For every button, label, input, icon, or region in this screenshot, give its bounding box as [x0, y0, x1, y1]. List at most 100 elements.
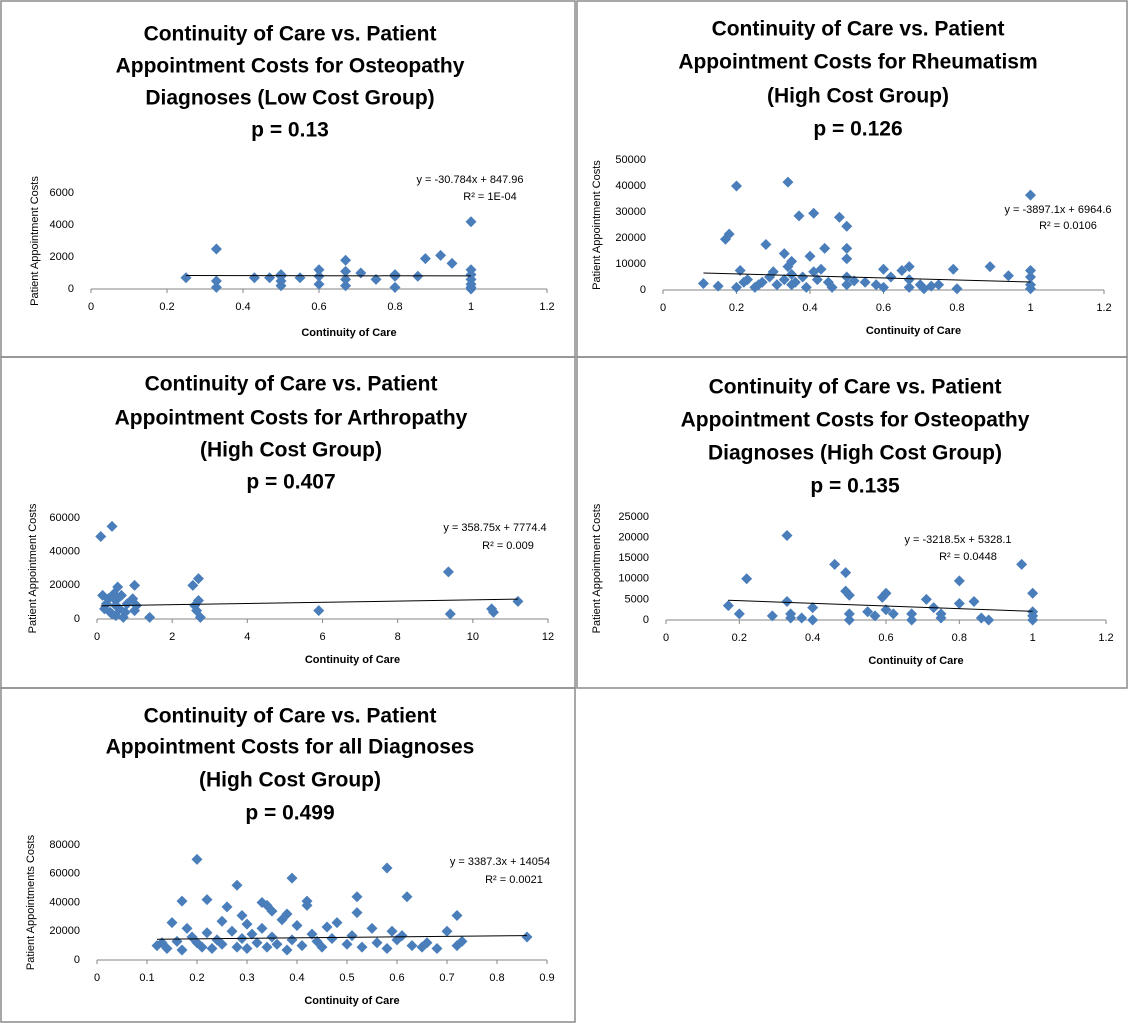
- data-point: [371, 937, 383, 949]
- y-tick-label: 25000: [618, 511, 649, 523]
- data-point: [340, 273, 352, 285]
- data-point: [841, 242, 853, 254]
- data-point: [781, 595, 793, 607]
- x-axis-title: Continuity of Care: [868, 655, 963, 667]
- data-point: [144, 611, 156, 623]
- x-tick-label: 0.4: [802, 302, 817, 314]
- data-point: [106, 520, 118, 532]
- x-axis-title: Continuity of Care: [305, 654, 400, 666]
- data-point: [226, 925, 238, 937]
- data-point: [286, 872, 298, 884]
- chart-title: Continuity of Care vs. Patient: [712, 18, 1005, 41]
- data-point: [880, 587, 892, 599]
- data-point: [843, 614, 855, 626]
- data-point: [271, 938, 283, 950]
- data-point: [441, 925, 453, 937]
- data-point: [196, 941, 208, 953]
- data-point: [171, 935, 183, 947]
- y-tick-label: 30000: [615, 206, 646, 218]
- y-axis-title: Patient Appointment Costs: [591, 160, 603, 290]
- trendline: [100, 598, 518, 607]
- y-tick-label: 60000: [49, 868, 80, 880]
- data-point: [264, 272, 276, 284]
- data-point: [370, 273, 382, 285]
- data-point: [456, 935, 468, 947]
- chart-title: (High Cost Group): [199, 769, 381, 792]
- x-axis-title: Continuity of Care: [304, 995, 399, 1007]
- chart-title: Diagnoses (High Cost Group): [708, 442, 1002, 465]
- data-point: [731, 281, 742, 293]
- data-point: [521, 931, 533, 943]
- data-point: [275, 280, 287, 292]
- data-point: [819, 242, 831, 254]
- data-point: [887, 608, 899, 620]
- data-point: [236, 909, 248, 921]
- data-point: [800, 281, 812, 293]
- data-point: [355, 267, 367, 279]
- data-point: [401, 891, 413, 903]
- data-point: [796, 612, 808, 624]
- x-tick-label: 0: [663, 632, 669, 644]
- data-point: [241, 918, 253, 930]
- y-tick-label: 40000: [615, 180, 646, 192]
- y-tick-label: 80000: [49, 839, 80, 851]
- data-point: [419, 253, 431, 265]
- data-point: [906, 614, 918, 626]
- data-point: [786, 255, 798, 267]
- data-point: [833, 211, 845, 223]
- data-point: [488, 606, 500, 618]
- data-point: [442, 566, 454, 578]
- chart-title: Appointment Costs for all Diagnoses: [106, 736, 475, 759]
- trendline-equation: y = -3218.5x + 5328.1: [904, 534, 1011, 546]
- x-tick-label: 12: [542, 631, 554, 643]
- data-point: [326, 932, 338, 944]
- x-tick-label: 0.7: [439, 972, 454, 984]
- y-tick-label: 20000: [49, 579, 80, 591]
- chart-title: p = 0.407: [246, 471, 335, 494]
- data-point: [389, 269, 401, 281]
- data-point: [396, 930, 408, 942]
- data-point: [880, 604, 892, 616]
- data-point: [281, 944, 293, 956]
- data-point: [294, 272, 306, 284]
- y-tick-label: 0: [68, 283, 74, 295]
- data-point: [381, 943, 393, 954]
- x-tick-label: 0: [660, 302, 666, 314]
- data-point: [1025, 271, 1036, 283]
- x-tick-label: 0.6: [878, 632, 893, 644]
- data-point: [862, 606, 874, 618]
- data-point: [210, 243, 222, 255]
- data-point: [903, 274, 915, 286]
- x-tick-label: 1: [1027, 302, 1033, 314]
- y-tick-label: 10000: [615, 258, 646, 270]
- data-point: [421, 937, 433, 949]
- data-point: [386, 925, 398, 937]
- chart-title: Diagnoses (Low Cost Group): [145, 87, 434, 110]
- chart-title: Appointment Costs for Osteopathy: [116, 55, 465, 78]
- trendline-equation: y = 3387.3x + 14054: [450, 856, 550, 868]
- data-point: [742, 274, 754, 286]
- y-tick-label: 0: [643, 614, 649, 626]
- y-tick-label: 15000: [618, 552, 649, 564]
- x-tick-label: 1: [468, 301, 474, 313]
- x-tick-label: 4: [244, 631, 250, 643]
- chart-title: Continuity of Care vs. Patient: [145, 373, 438, 396]
- panel-border: [0, 687, 576, 1023]
- data-point: [446, 257, 458, 269]
- data-point: [351, 891, 363, 903]
- data-point: [201, 894, 213, 906]
- x-tick-label: 0: [88, 301, 94, 313]
- data-point: [793, 210, 805, 222]
- data-point: [194, 611, 206, 623]
- y-tick-label: 0: [74, 613, 80, 625]
- x-tick-label: 6: [319, 631, 325, 643]
- data-point: [741, 573, 753, 585]
- y-tick-label: 10000: [618, 573, 649, 585]
- chart-title: p = 0.126: [813, 118, 902, 141]
- data-point: [841, 279, 853, 291]
- x-tick-label: 0.6: [876, 302, 891, 314]
- x-tick-label: 2: [169, 631, 175, 643]
- data-point: [389, 281, 401, 293]
- trendline-equation: y = -30.784x + 847.96: [416, 174, 523, 186]
- data-point: [231, 941, 243, 953]
